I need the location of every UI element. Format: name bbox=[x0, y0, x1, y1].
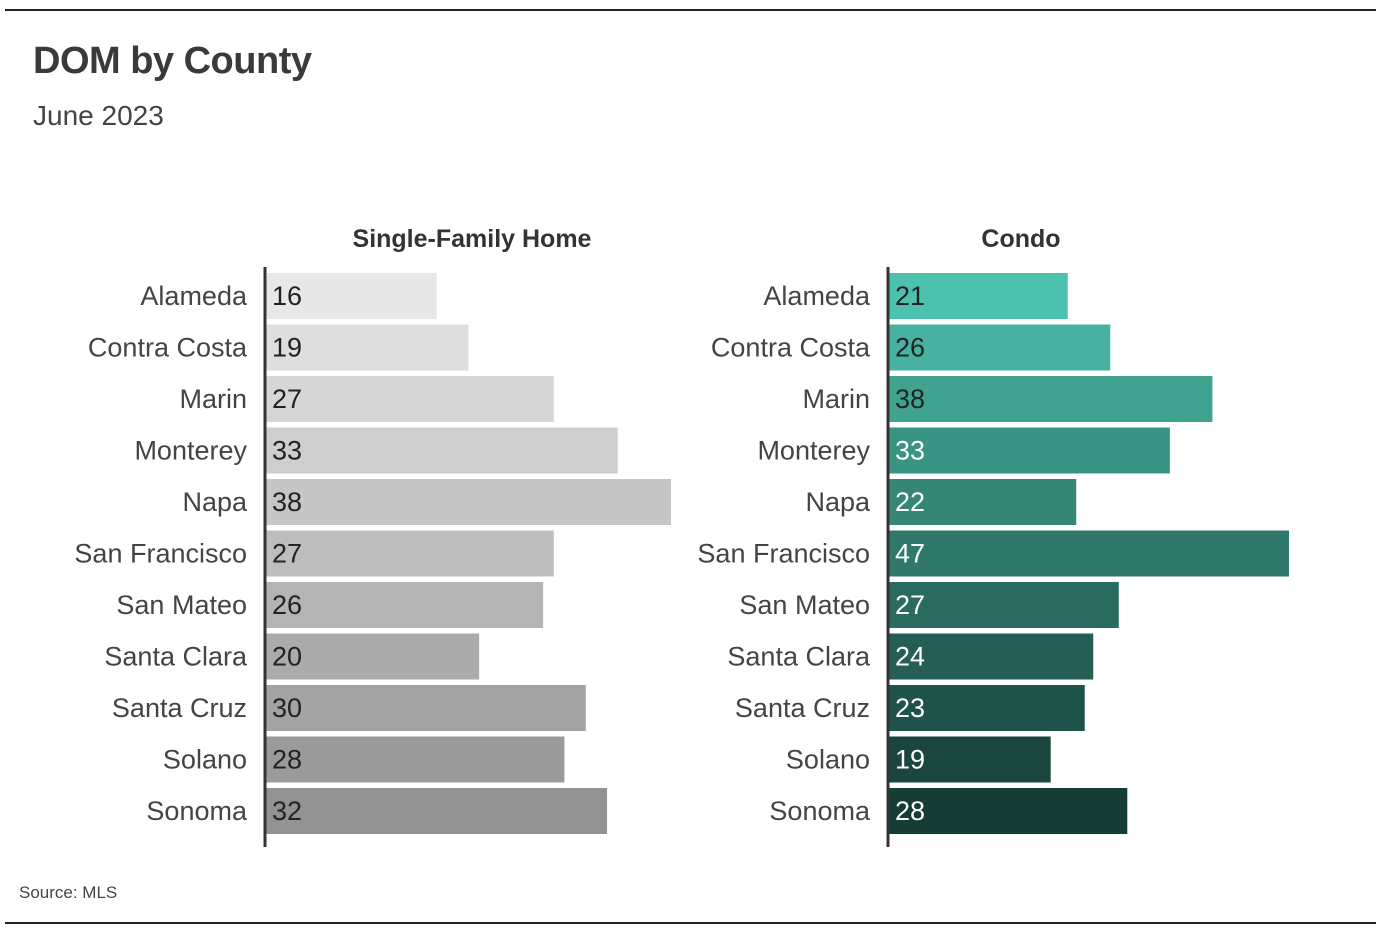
bar bbox=[889, 273, 1068, 319]
value-label: 16 bbox=[272, 281, 302, 311]
value-label: 38 bbox=[895, 384, 925, 414]
bar bbox=[889, 479, 1077, 525]
category-label: San Francisco bbox=[697, 539, 870, 569]
category-label: Santa Cruz bbox=[735, 693, 870, 723]
bottom-rule bbox=[5, 922, 1376, 924]
value-label: 21 bbox=[895, 281, 925, 311]
category-label: Marin bbox=[802, 384, 870, 414]
value-label: 20 bbox=[272, 642, 302, 672]
value-label: 26 bbox=[895, 333, 925, 363]
value-label: 26 bbox=[272, 590, 302, 620]
category-label: San Francisco bbox=[74, 539, 247, 569]
chart-title: DOM by County bbox=[33, 40, 312, 82]
bar bbox=[266, 582, 544, 628]
value-label: 27 bbox=[895, 590, 925, 620]
category-label: Monterey bbox=[134, 436, 247, 466]
value-label: 23 bbox=[895, 693, 925, 723]
bar bbox=[266, 736, 565, 783]
bar bbox=[266, 685, 586, 731]
category-label: Santa Clara bbox=[727, 642, 871, 672]
bar bbox=[266, 633, 480, 680]
bar bbox=[889, 788, 1128, 834]
category-label: Marin bbox=[179, 384, 247, 414]
value-label: 19 bbox=[272, 333, 302, 363]
value-label: 38 bbox=[272, 487, 302, 517]
value-label: 28 bbox=[272, 745, 302, 775]
top-rule bbox=[5, 9, 1376, 11]
panel-title: Condo bbox=[981, 225, 1060, 253]
value-label: 22 bbox=[895, 487, 925, 517]
category-label: Sonoma bbox=[146, 796, 248, 826]
chart-subtitle: June 2023 bbox=[33, 100, 164, 131]
category-label: Alameda bbox=[140, 281, 248, 311]
value-label: 27 bbox=[272, 539, 302, 569]
bar bbox=[266, 273, 437, 319]
value-label: 47 bbox=[895, 539, 925, 569]
bar bbox=[889, 685, 1085, 731]
value-label: 24 bbox=[895, 642, 925, 672]
category-label: San Mateo bbox=[739, 590, 870, 620]
bar bbox=[889, 530, 1289, 577]
category-label: Contra Costa bbox=[711, 333, 871, 363]
value-label: 19 bbox=[895, 745, 925, 775]
bar bbox=[266, 788, 608, 834]
category-label: Napa bbox=[182, 487, 248, 517]
bar bbox=[889, 376, 1213, 422]
bar bbox=[889, 427, 1170, 474]
category-label: Santa Clara bbox=[104, 642, 248, 672]
bar bbox=[266, 479, 671, 525]
category-label: Solano bbox=[786, 745, 870, 775]
value-label: 27 bbox=[272, 384, 302, 414]
panel-title: Single-Family Home bbox=[353, 225, 592, 253]
category-label: Santa Cruz bbox=[112, 693, 247, 723]
category-label: Sonoma bbox=[769, 796, 871, 826]
value-label: 28 bbox=[895, 796, 925, 826]
value-label: 33 bbox=[272, 436, 302, 466]
category-label: San Mateo bbox=[116, 590, 247, 620]
bar bbox=[889, 633, 1094, 680]
value-label: 32 bbox=[272, 796, 302, 826]
bar bbox=[889, 324, 1111, 371]
category-label: Contra Costa bbox=[88, 333, 248, 363]
source-note: Source: MLS bbox=[19, 883, 118, 902]
category-label: Solano bbox=[163, 745, 247, 775]
bar bbox=[266, 324, 469, 371]
bar bbox=[266, 376, 554, 422]
value-label: 33 bbox=[895, 436, 925, 466]
bar bbox=[266, 427, 618, 474]
value-label: 30 bbox=[272, 693, 302, 723]
category-label: Alameda bbox=[763, 281, 871, 311]
category-label: Napa bbox=[805, 487, 871, 517]
bar bbox=[889, 582, 1119, 628]
bar bbox=[889, 736, 1051, 783]
bar bbox=[266, 530, 554, 577]
category-label: Monterey bbox=[757, 436, 870, 466]
